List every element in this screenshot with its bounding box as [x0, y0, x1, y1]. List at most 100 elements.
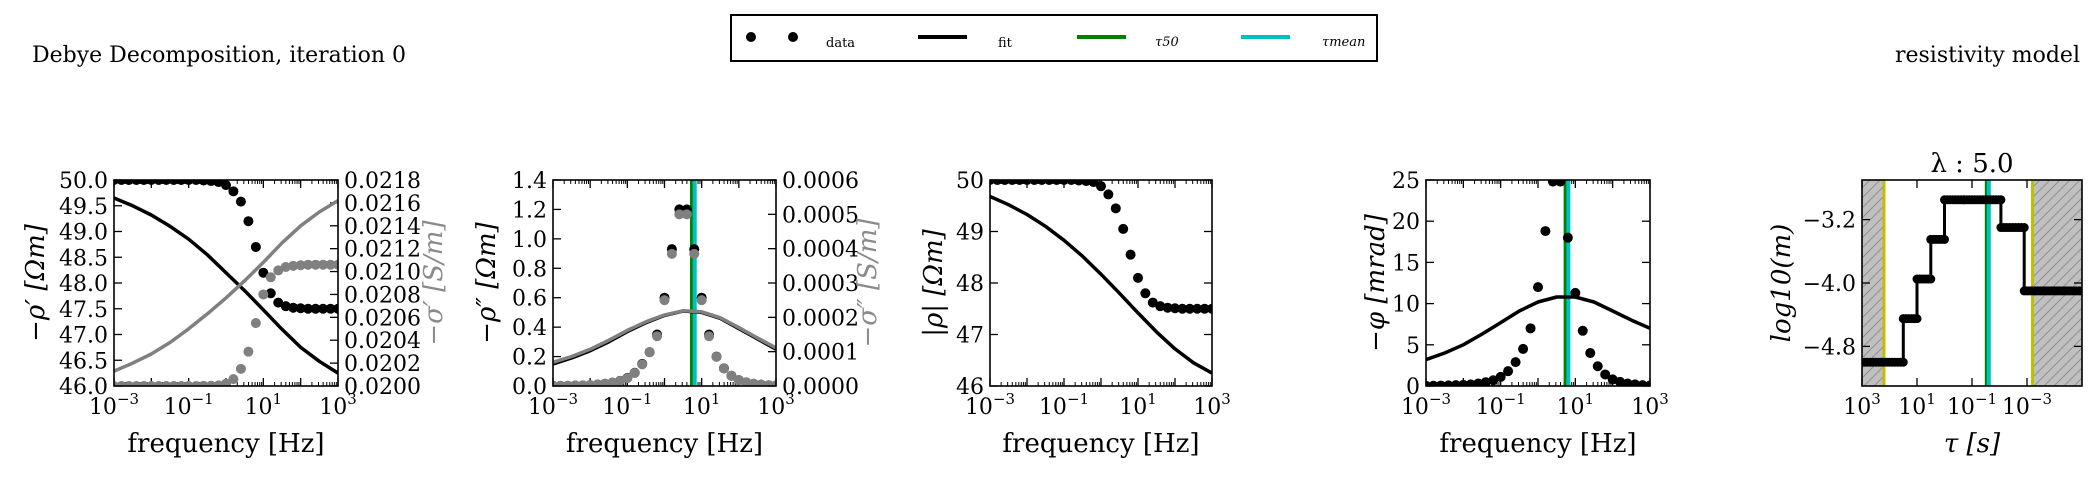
x-axis-label: frequency [Hz] — [127, 429, 324, 459]
x-axis-label: frequency [Hz] — [1439, 429, 1636, 459]
panel-real-part: 10−3 10−1 101 10346.046.547.047.548.048.549… — [21, 169, 449, 459]
x-tick-label: 103 — [1631, 390, 1669, 420]
data-point — [681, 209, 692, 220]
data-point — [992, 180, 1003, 185]
left-figure-title: Debye Decomposition, iteration 0 — [32, 43, 406, 68]
data-point — [763, 380, 774, 386]
data-point — [1133, 272, 1143, 283]
data-point — [1473, 378, 1484, 386]
data-point — [1645, 380, 1650, 386]
y-tick-label: 0 — [1406, 375, 1420, 400]
data-point — [318, 303, 329, 314]
data-point — [1443, 380, 1454, 386]
y2-axis-label: −σ″ [S/m] — [853, 218, 883, 348]
data-point — [176, 180, 187, 185]
y2-tick-label: 0.0004 — [782, 238, 859, 263]
data-point — [131, 180, 142, 185]
data-point — [1184, 303, 1195, 314]
data-point — [243, 216, 254, 227]
data-point — [1518, 343, 1529, 354]
data-point — [235, 363, 246, 374]
data-point — [1615, 376, 1626, 386]
y-tick-label: 20 — [1392, 210, 1420, 235]
data-point — [303, 259, 314, 270]
y-tick-label: 0.8 — [512, 257, 547, 282]
data-point — [771, 380, 776, 386]
y-tick-label: 48.0 — [59, 272, 108, 297]
x-tick-label: 10−1 — [1039, 390, 1089, 420]
data-point — [1059, 180, 1069, 185]
data-point — [295, 260, 306, 271]
plot-area — [1426, 180, 1650, 386]
y-tick-label: 47.5 — [59, 298, 108, 323]
data-point — [258, 289, 269, 300]
data-point — [600, 378, 611, 386]
data-point — [704, 331, 715, 342]
data-point — [1600, 369, 1611, 380]
y-tick-label: 1.0 — [512, 228, 547, 253]
data-point — [116, 180, 127, 185]
x-tick-label: 10−1 — [602, 390, 652, 420]
y-axis-label: −ρ″ [Ωm] — [472, 221, 502, 343]
y2-tick-label: 0.0206 — [344, 306, 421, 331]
data-point — [265, 288, 276, 299]
data-point — [250, 241, 261, 252]
data-point — [1207, 303, 1212, 314]
x-tick-label: 10−3 — [1401, 390, 1451, 420]
data-point — [555, 380, 566, 386]
y-tick-label: −4.8 — [1803, 335, 1856, 360]
data-point — [1428, 380, 1439, 386]
data-point — [198, 380, 209, 386]
data-point — [228, 186, 239, 197]
data-point — [607, 377, 618, 386]
data-point — [131, 381, 142, 386]
data-point — [333, 259, 338, 270]
y-tick-label: 48.5 — [59, 246, 108, 271]
fit-curve — [114, 199, 338, 373]
data-point — [1637, 380, 1648, 386]
data-point — [1014, 180, 1025, 185]
data-point — [153, 180, 164, 185]
data-point — [1630, 379, 1641, 386]
model-point — [1926, 274, 1936, 284]
data-point — [280, 301, 291, 312]
data-point — [123, 180, 134, 185]
data-point — [1540, 226, 1551, 237]
data-point — [1465, 379, 1476, 386]
data-point — [1570, 287, 1581, 298]
right-figure-title: resistivity model — [1895, 43, 2080, 68]
plot-area — [553, 180, 776, 386]
data-point — [1585, 348, 1596, 359]
data-point — [1555, 180, 1566, 187]
data-point — [689, 248, 700, 259]
data-point — [325, 303, 336, 314]
data-point — [318, 259, 329, 270]
data-point — [265, 272, 276, 283]
data-point — [726, 370, 737, 381]
data-point — [1140, 288, 1151, 299]
fit-curve — [553, 309, 776, 364]
y-tick-label: 46.5 — [59, 349, 108, 374]
y-tick-label: 15 — [1392, 251, 1420, 276]
panel-imag-part: 10−3 10−1 101 103 0.0 0.2 0.4 0.6 0.8 1.0 1.2 1.4 0.… — [472, 169, 883, 459]
data-point — [1592, 361, 1603, 372]
x-tick-label: 103 — [1193, 390, 1231, 420]
legend-taumean-label: τmean — [1322, 35, 1365, 50]
model-point — [1940, 234, 1949, 244]
data-point — [235, 196, 246, 207]
plot-frame — [1861, 179, 2083, 387]
data-point — [123, 381, 134, 386]
data-point — [116, 381, 127, 386]
x-tick-label: 101 — [1557, 390, 1595, 420]
excluded-tau-region — [1862, 180, 1884, 386]
data-point — [176, 381, 187, 386]
y-tick-label: 25 — [1392, 169, 1420, 194]
data-point — [756, 379, 767, 386]
data-point — [333, 303, 338, 314]
data-point — [303, 303, 314, 314]
model-point — [2019, 223, 2029, 233]
x-tick-label: 101 — [245, 390, 283, 420]
data-point — [562, 380, 573, 386]
data-point — [1488, 375, 1499, 386]
y-tick-label: 0.6 — [512, 287, 547, 312]
